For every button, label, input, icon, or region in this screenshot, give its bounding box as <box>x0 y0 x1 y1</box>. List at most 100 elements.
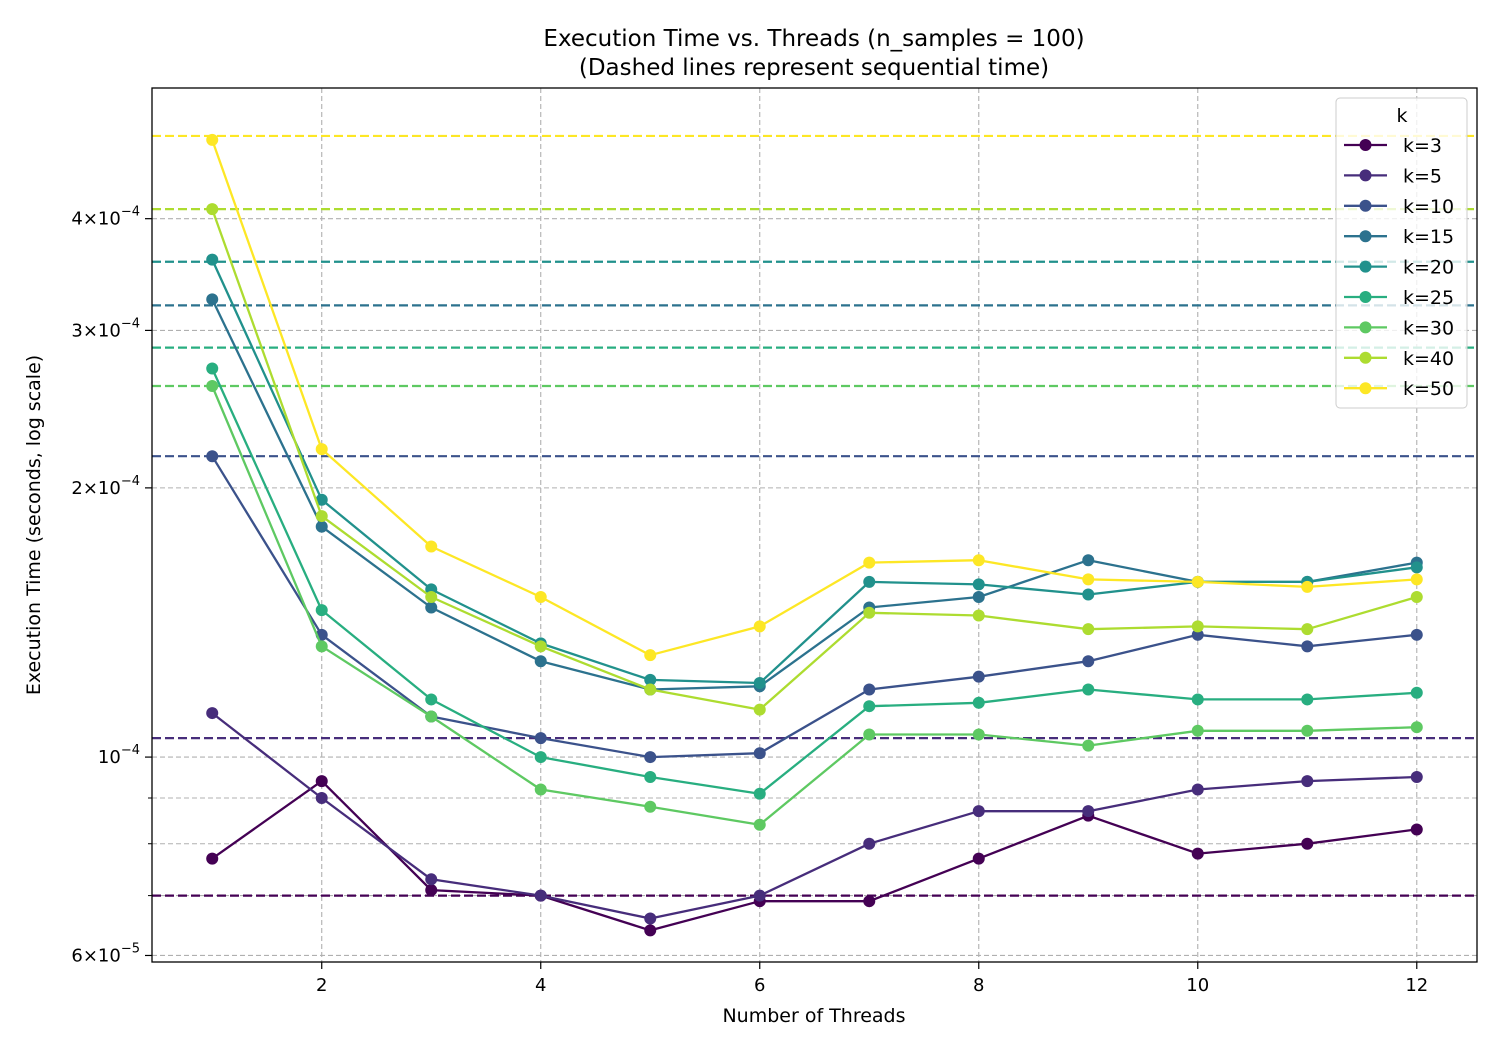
chart-subtitle: (Dashed lines represent sequential time) <box>579 55 1049 81</box>
series-line <box>211 208 1418 711</box>
y-axis-label: Execution Time (seconds, log scale) <box>23 355 45 695</box>
data-point <box>863 700 876 713</box>
data-point <box>206 450 219 463</box>
data-point <box>315 604 328 617</box>
x-tick-label: 12 <box>1405 975 1428 996</box>
series-lines <box>206 133 1423 937</box>
data-point <box>972 670 985 683</box>
data-point <box>1301 693 1314 706</box>
data-point <box>863 606 876 619</box>
data-point <box>863 895 876 908</box>
data-point <box>1082 588 1095 601</box>
legend-label: k=10 <box>1403 196 1454 218</box>
series-k-40 <box>206 203 1423 716</box>
legend-label: k=40 <box>1403 348 1454 370</box>
data-point <box>1082 573 1095 586</box>
y-axis-ticks: 6×10−5 10−4 2×10−4 3×10−4 4×10−4 <box>71 205 152 966</box>
data-point <box>1301 775 1314 788</box>
data-point <box>1191 628 1204 641</box>
y-tick-label: 4×10−4 <box>71 205 140 230</box>
data-point <box>206 293 219 306</box>
data-point <box>206 133 219 146</box>
data-point <box>644 771 657 784</box>
data-point <box>1191 575 1204 588</box>
data-point <box>644 683 657 696</box>
series-k-50 <box>206 133 1423 662</box>
data-point <box>1191 847 1204 860</box>
data-point <box>753 703 766 716</box>
data-point <box>972 805 985 818</box>
data-point <box>1410 686 1423 699</box>
x-axis-ticks: 2 4 6 8 10 12 <box>316 962 1428 996</box>
data-point <box>1191 783 1204 796</box>
data-point <box>425 710 438 723</box>
data-point <box>206 253 219 266</box>
x-tick-label: 4 <box>535 975 546 996</box>
data-point <box>1410 823 1423 836</box>
x-tick-label: 6 <box>754 975 765 996</box>
data-point <box>753 889 766 902</box>
data-point <box>534 655 547 668</box>
data-point <box>315 493 328 506</box>
y-tick-label: 3×10−4 <box>71 316 140 341</box>
data-point <box>534 732 547 745</box>
data-point <box>315 775 328 788</box>
plot-frame <box>151 87 1478 963</box>
data-point <box>1410 561 1423 574</box>
data-point <box>863 728 876 741</box>
series-line <box>211 455 1417 759</box>
data-point <box>315 443 328 456</box>
data-point <box>753 747 766 760</box>
legend-marker <box>1359 351 1372 364</box>
data-point <box>1082 805 1095 818</box>
series-k-30 <box>206 379 1423 831</box>
data-point <box>972 554 985 567</box>
data-point <box>315 520 328 533</box>
legend-marker <box>1359 199 1372 212</box>
x-tick-label: 8 <box>973 975 984 996</box>
data-point <box>1082 655 1095 668</box>
data-point <box>206 362 219 375</box>
x-tick-label: 10 <box>1186 975 1209 996</box>
series-line <box>211 712 1417 920</box>
legend-marker <box>1359 382 1372 395</box>
data-point <box>1410 573 1423 586</box>
data-point <box>972 728 985 741</box>
legend-label: k=3 <box>1403 135 1442 157</box>
data-point <box>753 677 766 690</box>
data-point <box>1301 580 1314 593</box>
data-point <box>1301 640 1314 653</box>
data-point <box>863 575 876 588</box>
legend-label: k=25 <box>1403 287 1454 309</box>
data-point <box>863 837 876 850</box>
data-point <box>1082 739 1095 752</box>
data-point <box>644 912 657 925</box>
legend-label: k=5 <box>1403 165 1442 187</box>
data-point <box>972 578 985 591</box>
legend-marker <box>1359 139 1372 151</box>
data-point <box>644 751 657 764</box>
series-k-10 <box>206 450 1423 764</box>
data-point <box>972 852 985 865</box>
legend-entries: k=3 k=5 k=10 k=15 k=20 k=25 k=30 k=40 k=50 <box>1344 135 1454 400</box>
data-point <box>644 649 657 662</box>
data-point <box>1082 623 1095 636</box>
data-point <box>1191 620 1204 633</box>
data-point <box>1191 724 1204 737</box>
data-point <box>1301 837 1314 850</box>
data-point <box>206 203 219 216</box>
data-point <box>753 818 766 831</box>
chart-title: Execution Time vs. Threads (n_samples = … <box>543 26 1084 52</box>
data-point <box>534 751 547 764</box>
data-point <box>425 873 438 886</box>
data-point <box>1410 591 1423 604</box>
data-point <box>972 591 985 604</box>
series-k-25 <box>206 362 1423 800</box>
data-point <box>425 884 438 897</box>
data-point <box>425 693 438 706</box>
legend-marker <box>1359 260 1372 273</box>
data-point <box>644 800 657 813</box>
legend-title: k <box>1396 105 1407 127</box>
series-line <box>211 779 1417 932</box>
data-point <box>863 556 876 569</box>
